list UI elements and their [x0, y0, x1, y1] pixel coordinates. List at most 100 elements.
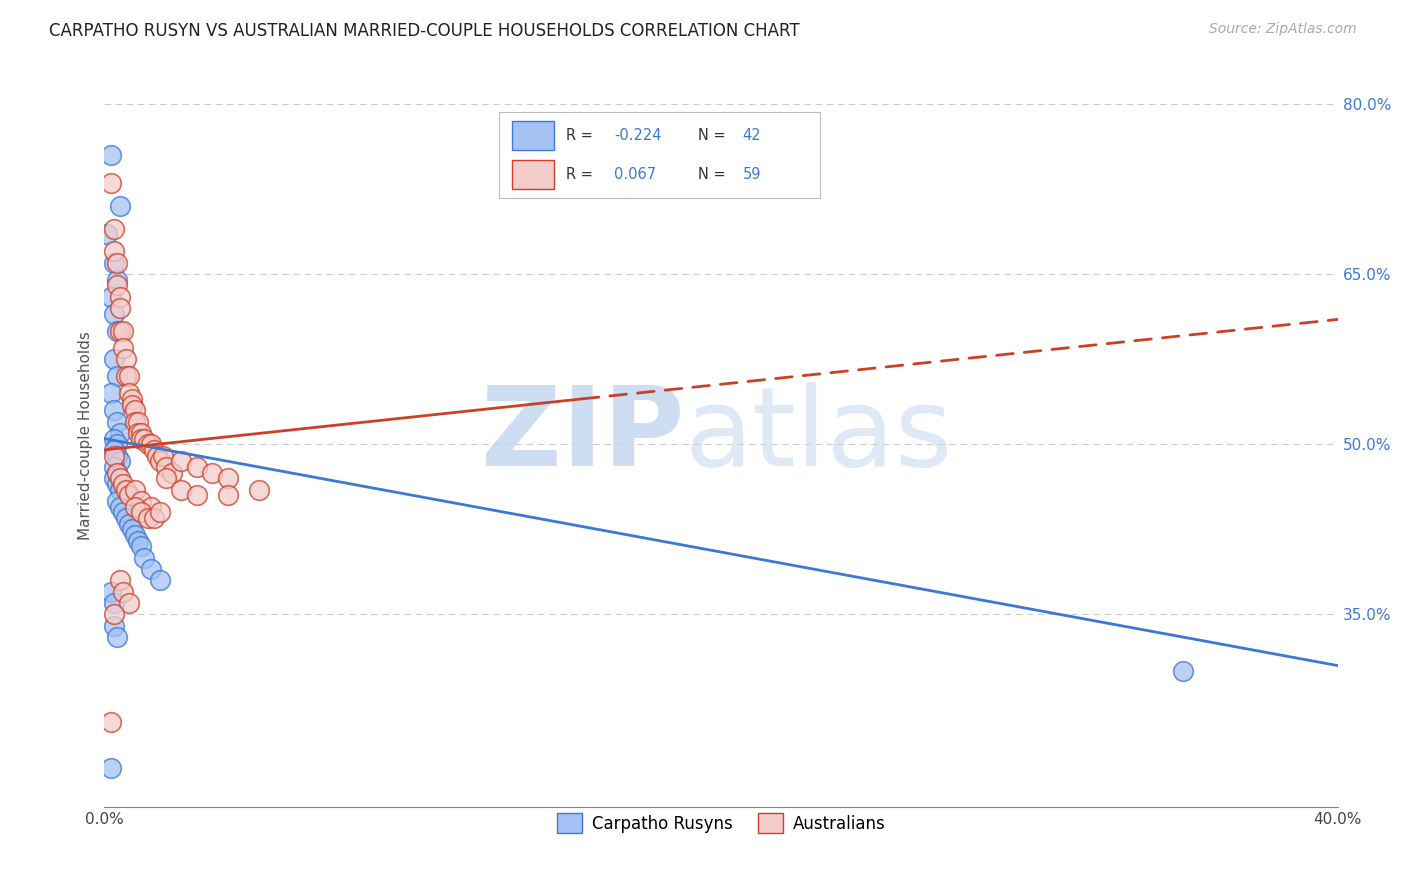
Point	[170, 454, 193, 468]
Point	[131, 425, 153, 440]
Point	[118, 516, 141, 531]
Point	[217, 488, 239, 502]
Point	[146, 449, 169, 463]
Point	[108, 290, 131, 304]
Point	[124, 528, 146, 542]
Point	[105, 477, 128, 491]
Point	[136, 437, 159, 451]
Point	[139, 500, 162, 514]
Point	[1173, 664, 1195, 678]
Point	[118, 369, 141, 384]
Point	[217, 471, 239, 485]
Point	[103, 403, 125, 417]
Point	[100, 148, 122, 162]
Point	[103, 442, 125, 457]
Point	[103, 307, 125, 321]
Point	[105, 494, 128, 508]
Point	[115, 352, 138, 367]
Point	[103, 244, 125, 259]
Text: ZIP: ZIP	[481, 383, 683, 489]
Point	[103, 432, 125, 446]
Point	[155, 471, 177, 485]
Point	[103, 619, 125, 633]
Point	[118, 488, 141, 502]
Point	[100, 386, 122, 401]
Point	[105, 466, 128, 480]
Point	[160, 466, 183, 480]
Point	[127, 425, 149, 440]
Point	[96, 227, 118, 242]
Point	[131, 505, 153, 519]
Legend: Carpatho Rusyns, Australians: Carpatho Rusyns, Australians	[550, 806, 891, 840]
Point	[142, 442, 165, 457]
Point	[118, 386, 141, 401]
Point	[108, 301, 131, 315]
Point	[100, 715, 122, 730]
Point	[127, 533, 149, 548]
Point	[105, 324, 128, 338]
Point	[111, 505, 134, 519]
Point	[105, 437, 128, 451]
Point	[121, 522, 143, 536]
Point	[103, 352, 125, 367]
Point	[118, 596, 141, 610]
Point	[186, 488, 208, 502]
Point	[131, 432, 153, 446]
Point	[131, 540, 153, 554]
Point	[124, 483, 146, 497]
Text: atlas: atlas	[683, 383, 952, 489]
Point	[100, 584, 122, 599]
Point	[155, 459, 177, 474]
Point	[108, 199, 131, 213]
Point	[108, 471, 131, 485]
Point	[111, 341, 134, 355]
Point	[100, 290, 122, 304]
Point	[103, 471, 125, 485]
Point	[134, 550, 156, 565]
Point	[103, 596, 125, 610]
Point	[105, 466, 128, 480]
Point	[108, 425, 131, 440]
Point	[186, 459, 208, 474]
Point	[124, 415, 146, 429]
Point	[103, 221, 125, 235]
Point	[105, 369, 128, 384]
Point	[105, 449, 128, 463]
Point	[103, 255, 125, 269]
Point	[152, 449, 174, 463]
Point	[100, 761, 122, 775]
Point	[100, 176, 122, 190]
Point	[136, 511, 159, 525]
Point	[108, 500, 131, 514]
Point	[103, 459, 125, 474]
Point	[105, 415, 128, 429]
Point	[103, 449, 125, 463]
Point	[121, 398, 143, 412]
Point	[139, 437, 162, 451]
Point	[108, 454, 131, 468]
Point	[103, 607, 125, 622]
Point	[105, 255, 128, 269]
Point	[149, 454, 172, 468]
Text: CARPATHO RUSYN VS AUSTRALIAN MARRIED-COUPLE HOUSEHOLDS CORRELATION CHART: CARPATHO RUSYN VS AUSTRALIAN MARRIED-COU…	[49, 22, 800, 40]
Point	[134, 432, 156, 446]
Point	[142, 511, 165, 525]
Point	[149, 574, 172, 588]
Point	[247, 483, 270, 497]
Point	[108, 574, 131, 588]
Point	[115, 511, 138, 525]
Point	[108, 483, 131, 497]
Point	[124, 403, 146, 417]
Point	[127, 415, 149, 429]
Text: Source: ZipAtlas.com: Source: ZipAtlas.com	[1209, 22, 1357, 37]
Point	[149, 505, 172, 519]
Point	[139, 562, 162, 576]
Point	[108, 324, 131, 338]
Point	[111, 477, 134, 491]
Point	[105, 630, 128, 644]
Y-axis label: Married-couple Households: Married-couple Households	[79, 331, 93, 541]
Point	[121, 392, 143, 406]
Point	[111, 324, 134, 338]
Point	[111, 584, 134, 599]
Point	[105, 278, 128, 293]
